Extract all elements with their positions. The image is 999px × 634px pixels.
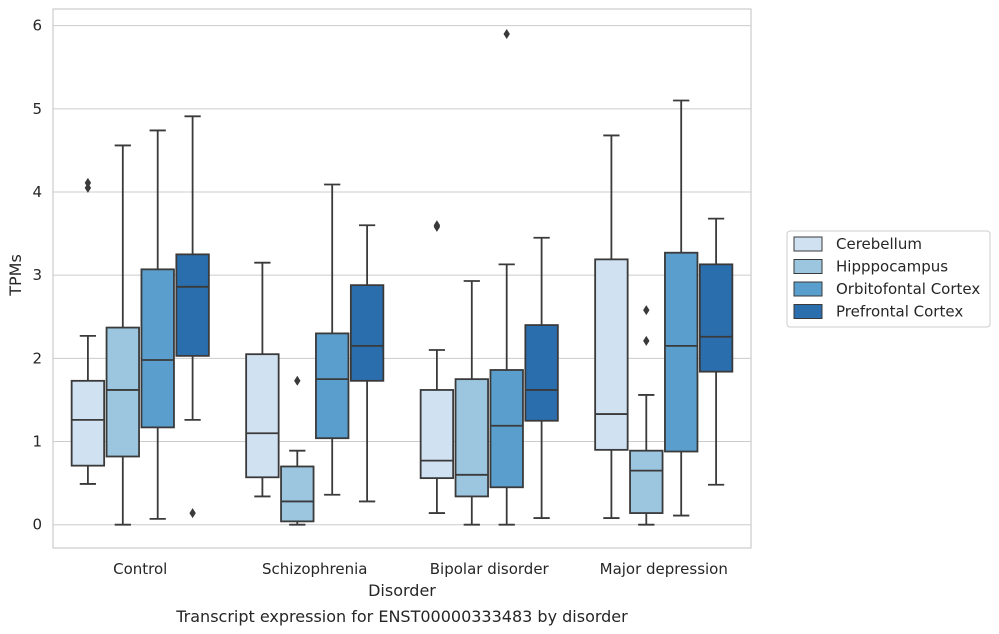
box-body <box>70 379 106 467</box>
y-tick-label: 0 <box>32 516 42 534</box>
box-3-1 <box>629 305 664 526</box>
x-tick-labels: Control Schizophrenia Bipolar disorder Majo… <box>113 560 728 578</box>
box-2-0 <box>419 220 455 514</box>
y-tick-label: 3 <box>32 266 42 284</box>
box-body <box>664 251 699 453</box>
box-3-0 <box>594 134 629 519</box>
legend-frame <box>786 230 991 328</box>
box-0-2 <box>140 129 175 520</box>
outlier-point <box>643 335 650 346</box>
outlier-point <box>294 375 301 386</box>
box-0-0 <box>70 177 106 485</box>
box-1-3 <box>349 224 385 503</box>
box-body <box>594 258 629 451</box>
box-body <box>629 449 664 514</box>
legend: Cerebellum Hipppocampus Orbitofontal Corte… <box>786 230 991 328</box>
box-body <box>175 253 210 357</box>
box-body <box>105 326 140 458</box>
legend-swatch <box>793 259 823 274</box>
y-tick-label: 5 <box>32 100 42 118</box>
outlier-point <box>643 305 650 316</box>
chart-caption: Transcript expression for ENST0000033348… <box>175 607 628 626</box>
box-2-3 <box>524 236 559 519</box>
legend-label: Cerebellum <box>836 235 922 253</box>
box-body <box>454 378 489 498</box>
box-body <box>245 353 280 479</box>
legend-label: Prefrontal Cortex <box>836 303 963 321</box>
box-0-3 <box>175 115 210 519</box>
y-tick-labels: 0 1 2 3 4 5 6 <box>32 17 42 534</box>
legend-swatch <box>793 281 823 297</box>
box-0-1 <box>105 144 140 526</box>
y-tick-label: 1 <box>32 433 42 451</box>
box-3-3 <box>698 217 734 486</box>
box-body <box>140 268 175 429</box>
box-1-2 <box>315 183 350 496</box>
outlier-point <box>189 508 196 519</box>
box-body <box>698 263 734 373</box>
plot-frame <box>52 8 752 549</box>
box-body <box>524 324 559 422</box>
box-body <box>489 369 524 489</box>
legend-label: Orbitofontal Cortex <box>836 280 980 298</box>
x-tick-label: Major depression <box>600 560 728 578</box>
legend-swatch <box>793 304 823 319</box>
box-2-1 <box>454 280 489 526</box>
outlier-point <box>503 28 510 39</box>
outlier-point <box>433 220 441 231</box>
x-tick-label: Bipolar disorder <box>430 560 550 578</box>
y-tick-label: 2 <box>32 349 42 367</box>
legend-swatch <box>793 236 823 252</box>
box-body <box>349 284 385 382</box>
y-tick-label: 6 <box>32 17 42 35</box>
box-body <box>315 332 350 440</box>
outlier-point <box>84 177 92 188</box>
box-groups <box>70 28 734 526</box>
y-tick-label: 4 <box>32 183 42 201</box>
box-body <box>419 389 455 480</box>
x-tick-label: Control <box>113 560 167 578</box>
y-axis-label: TPMs <box>6 254 25 297</box>
x-axis-label: Disorder <box>368 581 436 600</box>
legend-label: Hipppocampus <box>836 258 948 276</box>
box-2-2 <box>489 28 524 526</box>
x-tick-label: Schizophrenia <box>262 560 367 578</box>
box-1-1 <box>280 375 315 526</box>
box-3-2 <box>664 99 699 517</box>
box-body <box>280 465 315 523</box>
box-1-0 <box>245 261 280 498</box>
